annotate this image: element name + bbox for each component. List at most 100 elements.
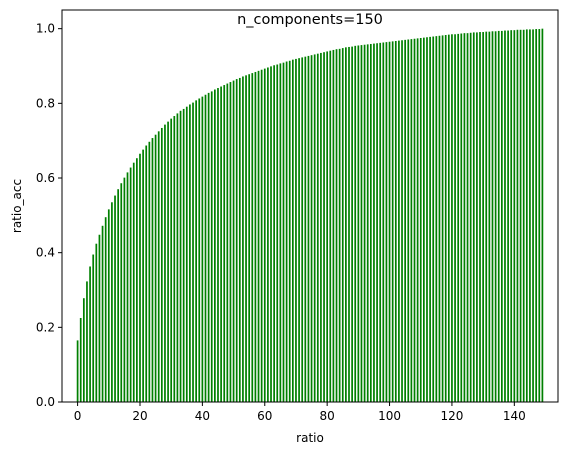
bar	[98, 234, 101, 402]
bar	[123, 177, 126, 402]
y-tick-label: 0.8	[36, 96, 55, 110]
bar	[238, 77, 241, 402]
bar	[491, 31, 494, 403]
bar	[79, 318, 82, 402]
x-axis: 0 20 40 60 80 100 120 140	[74, 402, 526, 423]
bar	[229, 82, 232, 403]
x-tick-label: 140	[503, 409, 526, 423]
bar	[76, 340, 79, 402]
bar	[426, 37, 428, 402]
x-tick-label: 60	[257, 409, 272, 423]
bar	[107, 209, 110, 402]
bar	[541, 28, 544, 402]
bar	[160, 127, 163, 402]
chart-title: n_components=150	[237, 12, 383, 28]
bar	[391, 41, 394, 403]
y-tick-label: 1.0	[36, 22, 55, 36]
bar	[363, 44, 366, 402]
bar	[179, 110, 182, 403]
bar	[360, 45, 363, 403]
bar	[307, 55, 310, 403]
bar	[388, 41, 391, 402]
bar	[114, 195, 116, 402]
bar	[535, 29, 538, 402]
bar	[416, 38, 419, 403]
bar	[276, 64, 279, 402]
x-tick-label: 120	[440, 409, 463, 423]
bars-group	[76, 28, 544, 403]
bar	[148, 141, 151, 403]
bar	[151, 138, 154, 403]
bar	[132, 162, 135, 402]
y-tick-label: 0.6	[36, 171, 55, 185]
bar	[126, 172, 129, 402]
bar	[316, 53, 319, 403]
y-tick-label: 0.4	[36, 246, 55, 260]
bar	[532, 29, 534, 402]
bar	[154, 134, 157, 402]
bar	[291, 59, 294, 403]
bar	[451, 34, 453, 403]
bar	[488, 31, 491, 403]
bar	[235, 79, 238, 402]
bar	[214, 89, 216, 403]
bar	[394, 40, 397, 403]
x-tick-label: 80	[320, 409, 335, 423]
bar	[329, 50, 332, 402]
bar	[476, 32, 478, 403]
bar	[398, 40, 400, 403]
bar	[232, 80, 235, 402]
bar	[485, 31, 488, 403]
bar	[376, 43, 378, 402]
x-axis-label: ratio	[296, 431, 324, 445]
bar	[432, 36, 435, 402]
bar	[263, 68, 266, 403]
bar	[513, 30, 516, 402]
bar	[251, 73, 254, 402]
bar	[176, 113, 179, 402]
bar	[298, 58, 300, 402]
bar	[413, 38, 416, 402]
bar	[173, 116, 176, 402]
bar	[447, 34, 450, 402]
bar	[366, 44, 369, 402]
bar	[441, 35, 444, 402]
bar	[494, 31, 497, 403]
bar	[516, 29, 519, 402]
bar	[136, 158, 138, 402]
bar	[245, 75, 247, 402]
bar	[92, 254, 95, 402]
bar	[369, 43, 372, 402]
bar	[457, 33, 460, 402]
bar	[257, 70, 260, 402]
bar	[198, 98, 201, 402]
bar	[407, 39, 410, 403]
bar	[479, 32, 481, 402]
bar	[310, 55, 313, 403]
bar	[139, 153, 141, 402]
bar	[385, 42, 388, 403]
bar	[454, 34, 456, 403]
bar	[288, 60, 291, 403]
bar	[522, 29, 525, 402]
bar	[82, 298, 85, 402]
bar	[529, 29, 531, 402]
bar	[351, 46, 353, 403]
bar	[338, 48, 341, 402]
bar	[282, 62, 285, 402]
y-tick-label: 0.0	[36, 395, 55, 409]
bar	[525, 29, 528, 402]
bar	[466, 33, 469, 403]
bar	[254, 71, 257, 402]
bar	[145, 145, 148, 402]
bar	[164, 124, 166, 403]
bar	[301, 57, 304, 402]
bar	[101, 225, 104, 402]
bar	[497, 30, 500, 402]
bar	[313, 54, 316, 403]
y-axis-label: ratio_acc	[10, 179, 24, 233]
x-tick-label: 40	[195, 409, 210, 423]
bar	[419, 38, 422, 402]
bar	[217, 88, 219, 402]
